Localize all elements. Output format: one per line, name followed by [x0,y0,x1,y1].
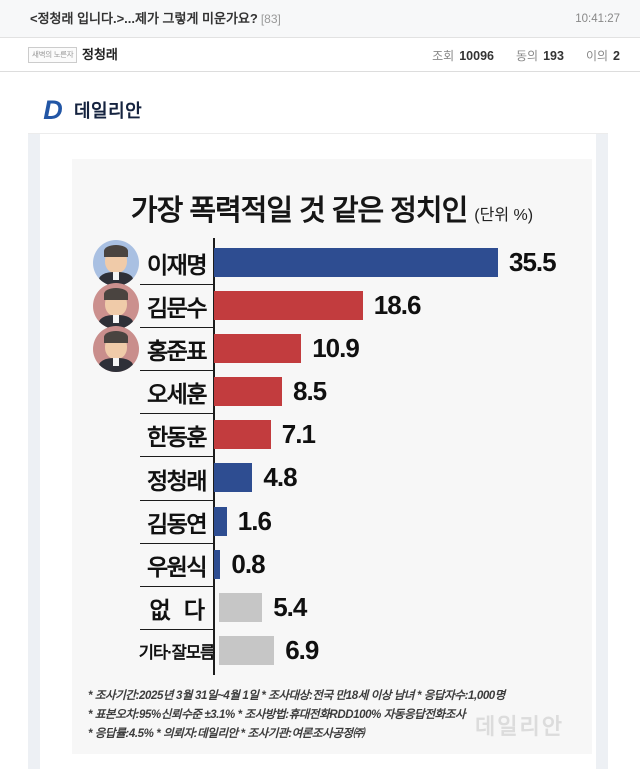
bar-label: 김문수 [147,295,207,322]
bar-value: 35.5 [509,247,557,277]
dailian-logo-icon: D [43,95,63,125]
chart-title-block: 가장 폭력적일 것 같은 정치인 (단위 %) [72,187,592,229]
chart-image: 가장 폭력적일 것 같은 정치인 (단위 %) 이재명 35.5 김문수 18.6 홍준표… [28,133,608,769]
comment-count: [83] [260,12,281,26]
bar [214,506,227,536]
bar-label: 우원식 [147,553,207,580]
bar-label-cell: 기타·잘모름 [138,628,215,672]
bar-label-cell: 홍준표 [140,327,213,370]
chart-row: 정청래 4.8 [72,456,592,499]
bar-label: 없 다 [149,596,206,623]
author-name[interactable]: 정청래 [82,47,118,62]
image-left-margin [28,134,40,769]
stat-agree: 동의 193 [516,48,564,63]
chart-row: 홍준표 10.9 [72,325,592,372]
bar-label-cell: 한동훈 [140,413,213,456]
bar-value: 8.5 [293,376,327,407]
bar [214,334,302,364]
chart-row: 김동연 1.6 [72,499,592,543]
chart-row: 한동훈 7.1 [72,413,592,456]
bar-label: 기타·잘모름 [138,643,215,662]
post-stats: 조회 10096 동의 193 이의 2 [432,38,620,72]
bar-label: 한동훈 [147,424,207,451]
image-right-margin [596,134,608,769]
bar-label-cell: 정청래 [140,456,213,499]
bar-label-cell: 김문수 [140,284,213,327]
chart-unit-label: (단위 %) [474,207,534,224]
politician-portrait [93,239,139,286]
bar-label: 홍준표 [147,338,207,365]
bar-label-cell: 이재명 [140,241,213,284]
bar [214,420,271,450]
chart-row: 오세훈 8.5 [72,370,592,413]
chart-title: 가장 폭력적일 것 같은 정치인 [130,195,468,227]
bar-value: 6.9 [285,634,319,665]
bar [214,377,282,407]
footnote: * 응답률:4.5% * 의뢰자:데일리안 * 조사기관:여론조사공정㈜ [88,728,364,740]
chart-row: 없 다 5.4 [72,585,592,629]
bar-value: 7.1 [281,419,316,450]
bar [219,592,263,622]
watermark: 데일리안 [475,714,564,739]
bar-label: 정청래 [147,467,207,494]
footnote: * 표본오차:95%신뢰수준 ±3.1% * 조사방법:휴대전화RDD100% … [88,709,466,721]
bar-value: 0.8 [231,548,265,579]
chart-row: 우원식 0.8 [72,542,592,586]
post-header-bar: <정청래 입니다.>...제가 그렇게 미운가요? [83] 10:41:27 [0,0,640,38]
bar [214,549,221,579]
stat-disagree: 이의 2 [585,48,620,63]
bar-value: 4.8 [263,462,297,493]
footnote: * 조사기간:2025년 3월 31일~4월 1일 * 조사대상:전국 만18세… [88,690,505,702]
bar-value: 5.4 [273,591,307,622]
post-title[interactable]: <정청래 입니다.>...제가 그렇게 미운가요? [83] [30,11,281,26]
chart-footnotes: * 조사기간:2025년 3월 31일~4월 1일 * 조사대상:전국 만18세… [88,687,578,744]
publisher-name: 데일리안 [74,101,143,121]
chart-row: 기타·잘모름 6.9 [72,628,592,672]
politician-portrait [93,325,139,372]
bar-label-cell: 없 다 [140,585,213,629]
chart-rows: 이재명 35.5 김문수 18.6 홍준표 10.9 오세훈 8.5 한동훈 7.1 정청래 4.8 김… [72,238,592,675]
chart-panel: 가장 폭력적일 것 같은 정치인 (단위 %) 이재명 35.5 김문수 18.6 홍준표… [72,159,592,754]
bar-label-cell: 김동연 [140,499,213,543]
bar [219,635,275,665]
chart-row: 이재명 35.5 [72,239,592,286]
bar-value: 1.6 [237,505,272,536]
chart-row: 김문수 18.6 [72,282,592,329]
bar-label-cell: 우원식 [140,542,213,586]
publisher-logo: D 데일리안 [40,94,142,126]
politician-portrait [93,282,139,329]
bar-value: 18.6 [373,290,422,321]
chart-axis-line [213,238,215,675]
author-badge: 새벽의 노른자 [28,47,78,63]
bar-value: 10.9 [312,333,360,364]
stat-views: 조회 10096 [432,48,494,63]
bar [214,291,363,321]
bar [214,463,253,493]
post-info-row: 새벽의 노른자 정청래 조회 10096 동의 193 이의 2 [0,38,640,72]
bar-label: 오세훈 [147,381,207,408]
bar-label: 김동연 [147,510,207,537]
post-time: 10:41:27 [575,13,620,25]
bar [214,248,498,277]
bar-label: 이재명 [147,251,207,278]
bar-label-cell: 오세훈 [140,370,213,413]
